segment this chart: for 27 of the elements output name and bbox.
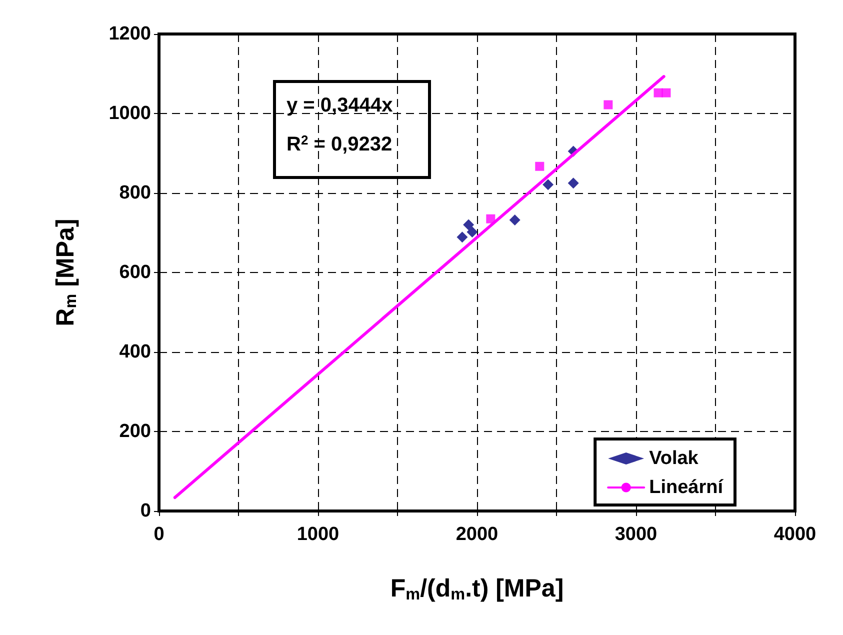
point bbox=[463, 219, 474, 230]
y-tick-label: 1000 bbox=[108, 103, 151, 124]
point bbox=[456, 232, 468, 243]
point bbox=[568, 178, 579, 189]
legend-label: Volak bbox=[649, 448, 699, 469]
y-tick-label: 200 bbox=[119, 421, 151, 442]
point bbox=[662, 88, 671, 98]
annotation: y = 0,3444x bbox=[286, 94, 393, 116]
x-tick-label: 4000 bbox=[774, 524, 816, 545]
y-tick-label: 0 bbox=[140, 500, 151, 522]
y-axis-title: Rm [MPa] bbox=[51, 218, 80, 326]
point bbox=[535, 162, 544, 171]
x-axis-title: Fm/(dm.t) [MPa] bbox=[390, 574, 564, 604]
point bbox=[509, 214, 520, 226]
x-tick-label: 0 bbox=[154, 524, 164, 545]
y-tick-label: 600 bbox=[119, 262, 151, 283]
x-tick-label: 2000 bbox=[456, 524, 498, 545]
y-tick-label: 400 bbox=[119, 342, 151, 362]
x-tick-label: 3000 bbox=[614, 524, 658, 545]
x-tick-label: 1000 bbox=[296, 524, 340, 545]
legend-label: Lineární bbox=[649, 477, 724, 498]
point bbox=[486, 214, 496, 224]
point bbox=[466, 226, 478, 238]
y-tick-label: 800 bbox=[119, 182, 151, 204]
y-tick-label: 1200 bbox=[108, 24, 151, 44]
point bbox=[604, 100, 613, 110]
point bbox=[542, 179, 554, 190]
